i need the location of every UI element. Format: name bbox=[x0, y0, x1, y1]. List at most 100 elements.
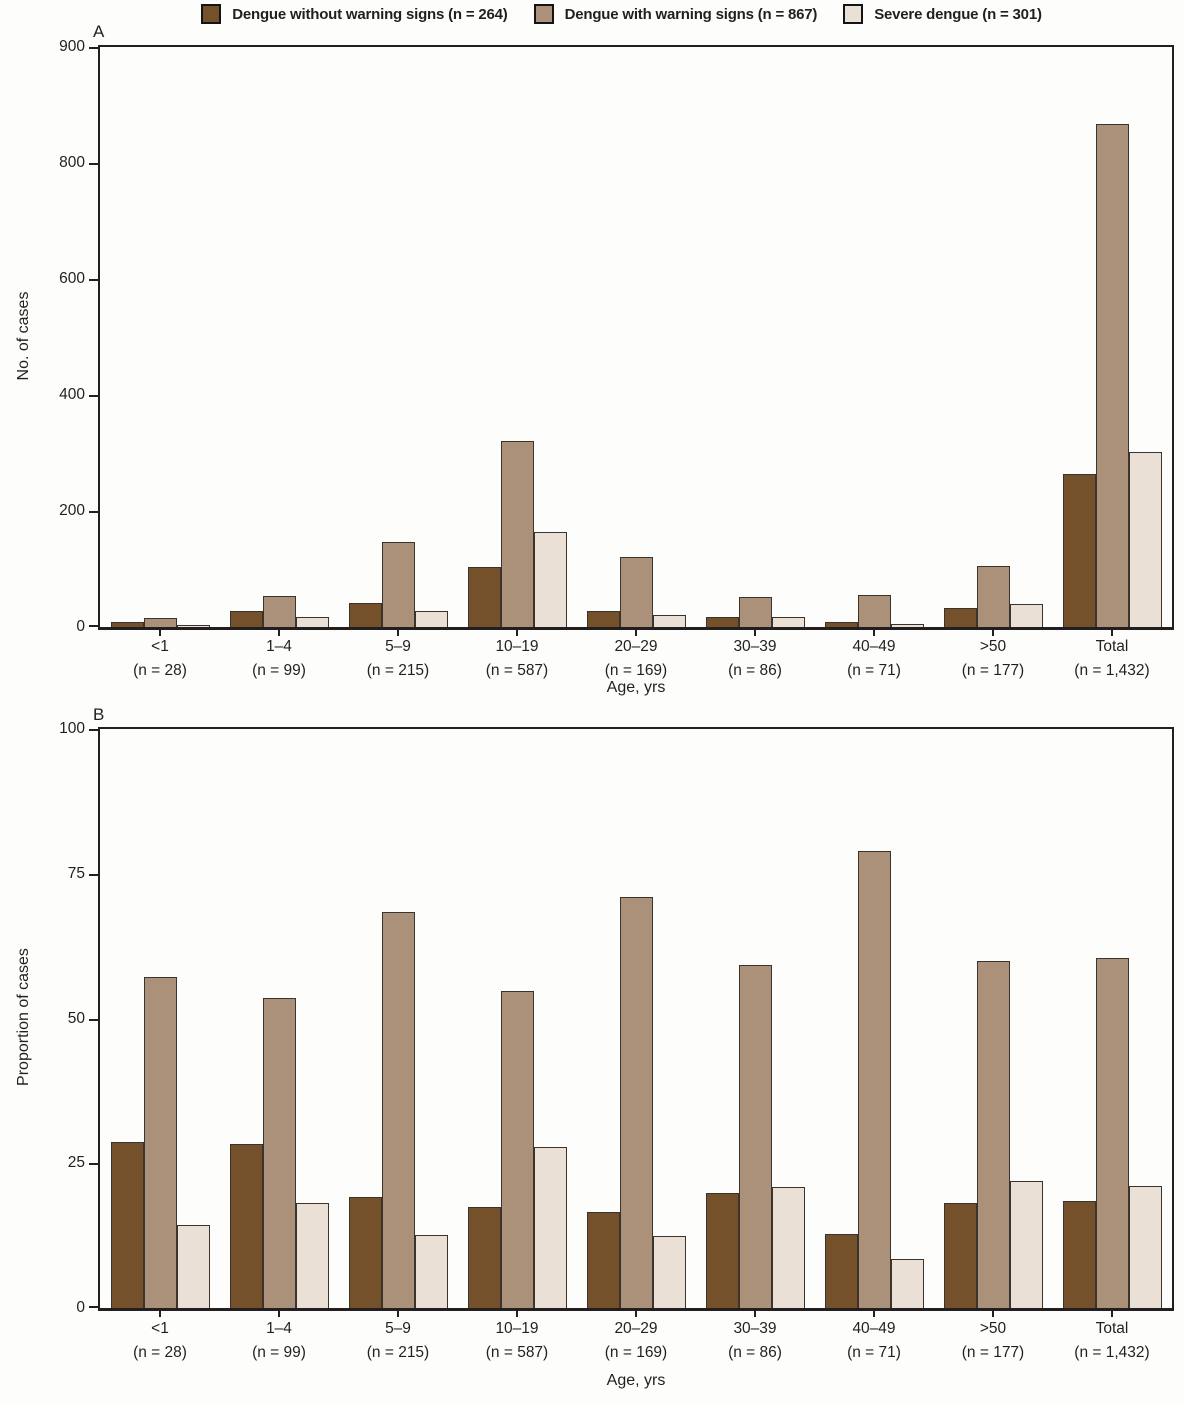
bar-10-19-series-2 bbox=[533, 1147, 567, 1308]
bar-5-9-series-0 bbox=[348, 603, 382, 627]
bar--1-series-0 bbox=[110, 1142, 144, 1308]
x-axis-tick bbox=[159, 1308, 161, 1317]
legend-swatch-without-warning-icon bbox=[201, 4, 222, 24]
age-group-n-label: (n = 28) bbox=[133, 662, 187, 679]
bar-10-19-series-0 bbox=[467, 1207, 501, 1308]
bar-Total-series-1 bbox=[1095, 958, 1129, 1308]
bar-1-4-series-0 bbox=[229, 1144, 263, 1308]
legend-item-without-warning: Dengue without warning signs (n = 264) bbox=[201, 4, 508, 24]
x-axis-tick bbox=[754, 627, 756, 636]
age-group-label: Total bbox=[1095, 638, 1129, 655]
bar-30-39-series-2 bbox=[771, 617, 805, 627]
y-axis-tick-label: 100 bbox=[59, 720, 85, 737]
x-axis-tick bbox=[516, 1308, 518, 1317]
age-group-n-label: (n = 86) bbox=[728, 662, 782, 679]
bar--50-series-0 bbox=[943, 1203, 977, 1308]
bar-10-19-series-1 bbox=[500, 991, 534, 1308]
age-group-label: 1–4 bbox=[266, 638, 292, 655]
bar-30-39-series-0 bbox=[705, 617, 739, 627]
y-axis-tick-label: 400 bbox=[59, 386, 85, 403]
age-group-label: >50 bbox=[979, 638, 1007, 655]
bar--50-series-2 bbox=[1009, 604, 1043, 627]
age-group-n-label: (n = 587) bbox=[485, 1344, 549, 1361]
y-axis-tick-label: 600 bbox=[59, 270, 85, 287]
age-group-label: 40–49 bbox=[852, 1320, 896, 1337]
age-group-n-label: (n = 169) bbox=[604, 662, 668, 679]
y-axis-tick bbox=[89, 1019, 98, 1021]
x-category-label: Total (n = 1,432) bbox=[1042, 1317, 1182, 1365]
bar-40-49-series-2 bbox=[890, 1259, 924, 1308]
y-axis-tick bbox=[89, 511, 98, 513]
bar-5-9-series-2 bbox=[414, 1235, 448, 1308]
bar-30-39-series-0 bbox=[705, 1193, 739, 1308]
age-group-label: <1 bbox=[151, 638, 169, 655]
y-axis-tick-label: 0 bbox=[76, 1299, 85, 1316]
x-category-label: 1–4 (n = 99) bbox=[209, 635, 349, 683]
age-group-label: 20–29 bbox=[614, 638, 658, 655]
y-axis-tick-label: 900 bbox=[59, 38, 85, 55]
bar-1-4-series-1 bbox=[262, 596, 296, 627]
x-axis-tick bbox=[635, 1308, 637, 1317]
x-category-label: 30–39 (n = 86) bbox=[685, 635, 825, 683]
bar-10-19-series-2 bbox=[533, 532, 567, 627]
age-group-n-label: (n = 177) bbox=[961, 662, 1025, 679]
bar-5-9-series-0 bbox=[348, 1197, 382, 1308]
legend-label: Dengue without warning signs (n = 264) bbox=[232, 5, 508, 23]
legend-item-severe: Severe dengue (n = 301) bbox=[843, 4, 1042, 24]
x-axis-tick bbox=[278, 1308, 280, 1317]
y-axis-tick-label: 200 bbox=[59, 502, 85, 519]
legend-swatch-with-warning-icon bbox=[533, 4, 554, 24]
x-axis-tick bbox=[873, 1308, 875, 1317]
bar-1-4-series-2 bbox=[295, 1203, 329, 1308]
x-axis-tick bbox=[1111, 627, 1113, 636]
age-group-label: 20–29 bbox=[614, 1320, 658, 1337]
age-group-label: 40–49 bbox=[852, 638, 896, 655]
y-axis-tick-label: 800 bbox=[59, 154, 85, 171]
age-group-n-label: (n = 86) bbox=[728, 1344, 782, 1361]
bar-1-4-series-0 bbox=[229, 611, 263, 627]
x-axis-tick bbox=[635, 627, 637, 636]
y-axis-tick bbox=[89, 395, 98, 397]
age-group-label: 10–19 bbox=[495, 638, 539, 655]
x-category-label: 10–19 (n = 587) bbox=[447, 635, 587, 683]
panel-b-plot-area bbox=[89, 727, 1174, 1317]
x-category-label: 5–9 (n = 215) bbox=[328, 1317, 468, 1365]
age-group-n-label: (n = 215) bbox=[366, 1344, 430, 1361]
panel-a-plot-area bbox=[89, 45, 1174, 636]
bar--50-series-0 bbox=[943, 608, 977, 627]
age-group-n-label: (n = 1,432) bbox=[1074, 1344, 1150, 1361]
bar-20-29-series-2 bbox=[652, 1236, 686, 1308]
y-axis-tick bbox=[89, 874, 98, 876]
y-axis-tick-label: 75 bbox=[67, 865, 85, 882]
panel-b-x-axis-title: Age, yrs bbox=[606, 1372, 666, 1389]
bar--1-series-1 bbox=[143, 618, 177, 627]
bar-Total-series-0 bbox=[1062, 474, 1096, 627]
x-category-label: 40–49 (n = 71) bbox=[804, 635, 944, 683]
x-category-label: 10–19 (n = 587) bbox=[447, 1317, 587, 1365]
age-group-n-label: (n = 215) bbox=[366, 662, 430, 679]
bar-10-19-series-0 bbox=[467, 567, 501, 627]
panel-b-letter: B bbox=[93, 705, 105, 724]
age-group-n-label: (n = 169) bbox=[604, 1344, 668, 1361]
x-axis-tick bbox=[873, 627, 875, 636]
bar-30-39-series-1 bbox=[738, 597, 772, 627]
panel-a-x-axis-title: Age, yrs bbox=[606, 679, 666, 696]
chart-legend: Dengue without warning signs (n = 264) D… bbox=[0, 4, 1185, 24]
bar-20-29-series-0 bbox=[586, 1212, 620, 1308]
bar-Total-series-2 bbox=[1128, 452, 1162, 627]
bar-20-29-series-2 bbox=[652, 615, 686, 627]
y-axis-tick-label: 0 bbox=[76, 618, 85, 635]
bar-5-9-series-2 bbox=[414, 611, 448, 627]
x-category-label: 5–9 (n = 215) bbox=[328, 635, 468, 683]
legend-item-with-warning: Dengue with warning signs (n = 867) bbox=[533, 4, 817, 24]
bar--1-series-1 bbox=[143, 977, 177, 1308]
y-axis-tick-label: 50 bbox=[67, 1010, 85, 1027]
bar-40-49-series-1 bbox=[857, 595, 891, 627]
bar--1-series-2 bbox=[176, 1225, 210, 1308]
bar-Total-series-0 bbox=[1062, 1201, 1096, 1308]
age-group-label: 10–19 bbox=[495, 1320, 539, 1337]
age-group-n-label: (n = 71) bbox=[847, 1344, 901, 1361]
age-group-n-label: (n = 99) bbox=[252, 662, 306, 679]
age-group-label: 1–4 bbox=[266, 1320, 292, 1337]
y-axis-tick bbox=[89, 163, 98, 165]
